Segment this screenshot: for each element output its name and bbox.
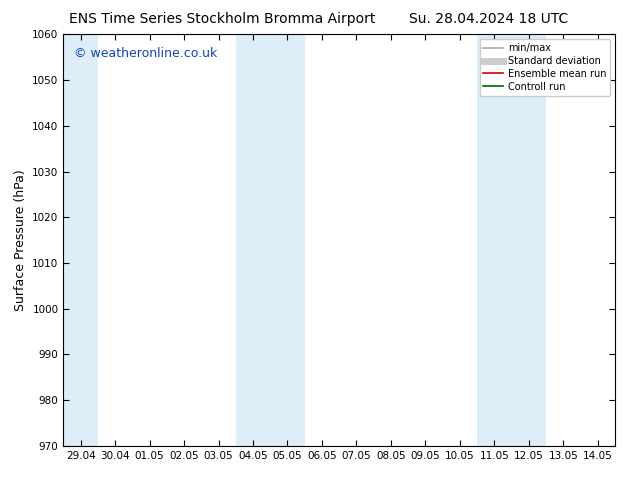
Bar (270, 34, 305, 446)
Bar (236, 34, 270, 446)
Legend: min/max, Standard deviation, Ensemble mean run, Controll run: min/max, Standard deviation, Ensemble me… (479, 39, 610, 96)
Text: Su. 28.04.2024 18 UTC: Su. 28.04.2024 18 UTC (408, 12, 568, 26)
Y-axis label: Surface Pressure (hPa): Surface Pressure (hPa) (14, 169, 27, 311)
Bar (63, 34, 98, 446)
Text: ENS Time Series Stockholm Bromma Airport: ENS Time Series Stockholm Bromma Airport (68, 12, 375, 26)
Text: © weatheronline.co.uk: © weatheronline.co.uk (74, 47, 217, 60)
Bar (477, 34, 512, 446)
Bar (512, 34, 546, 446)
